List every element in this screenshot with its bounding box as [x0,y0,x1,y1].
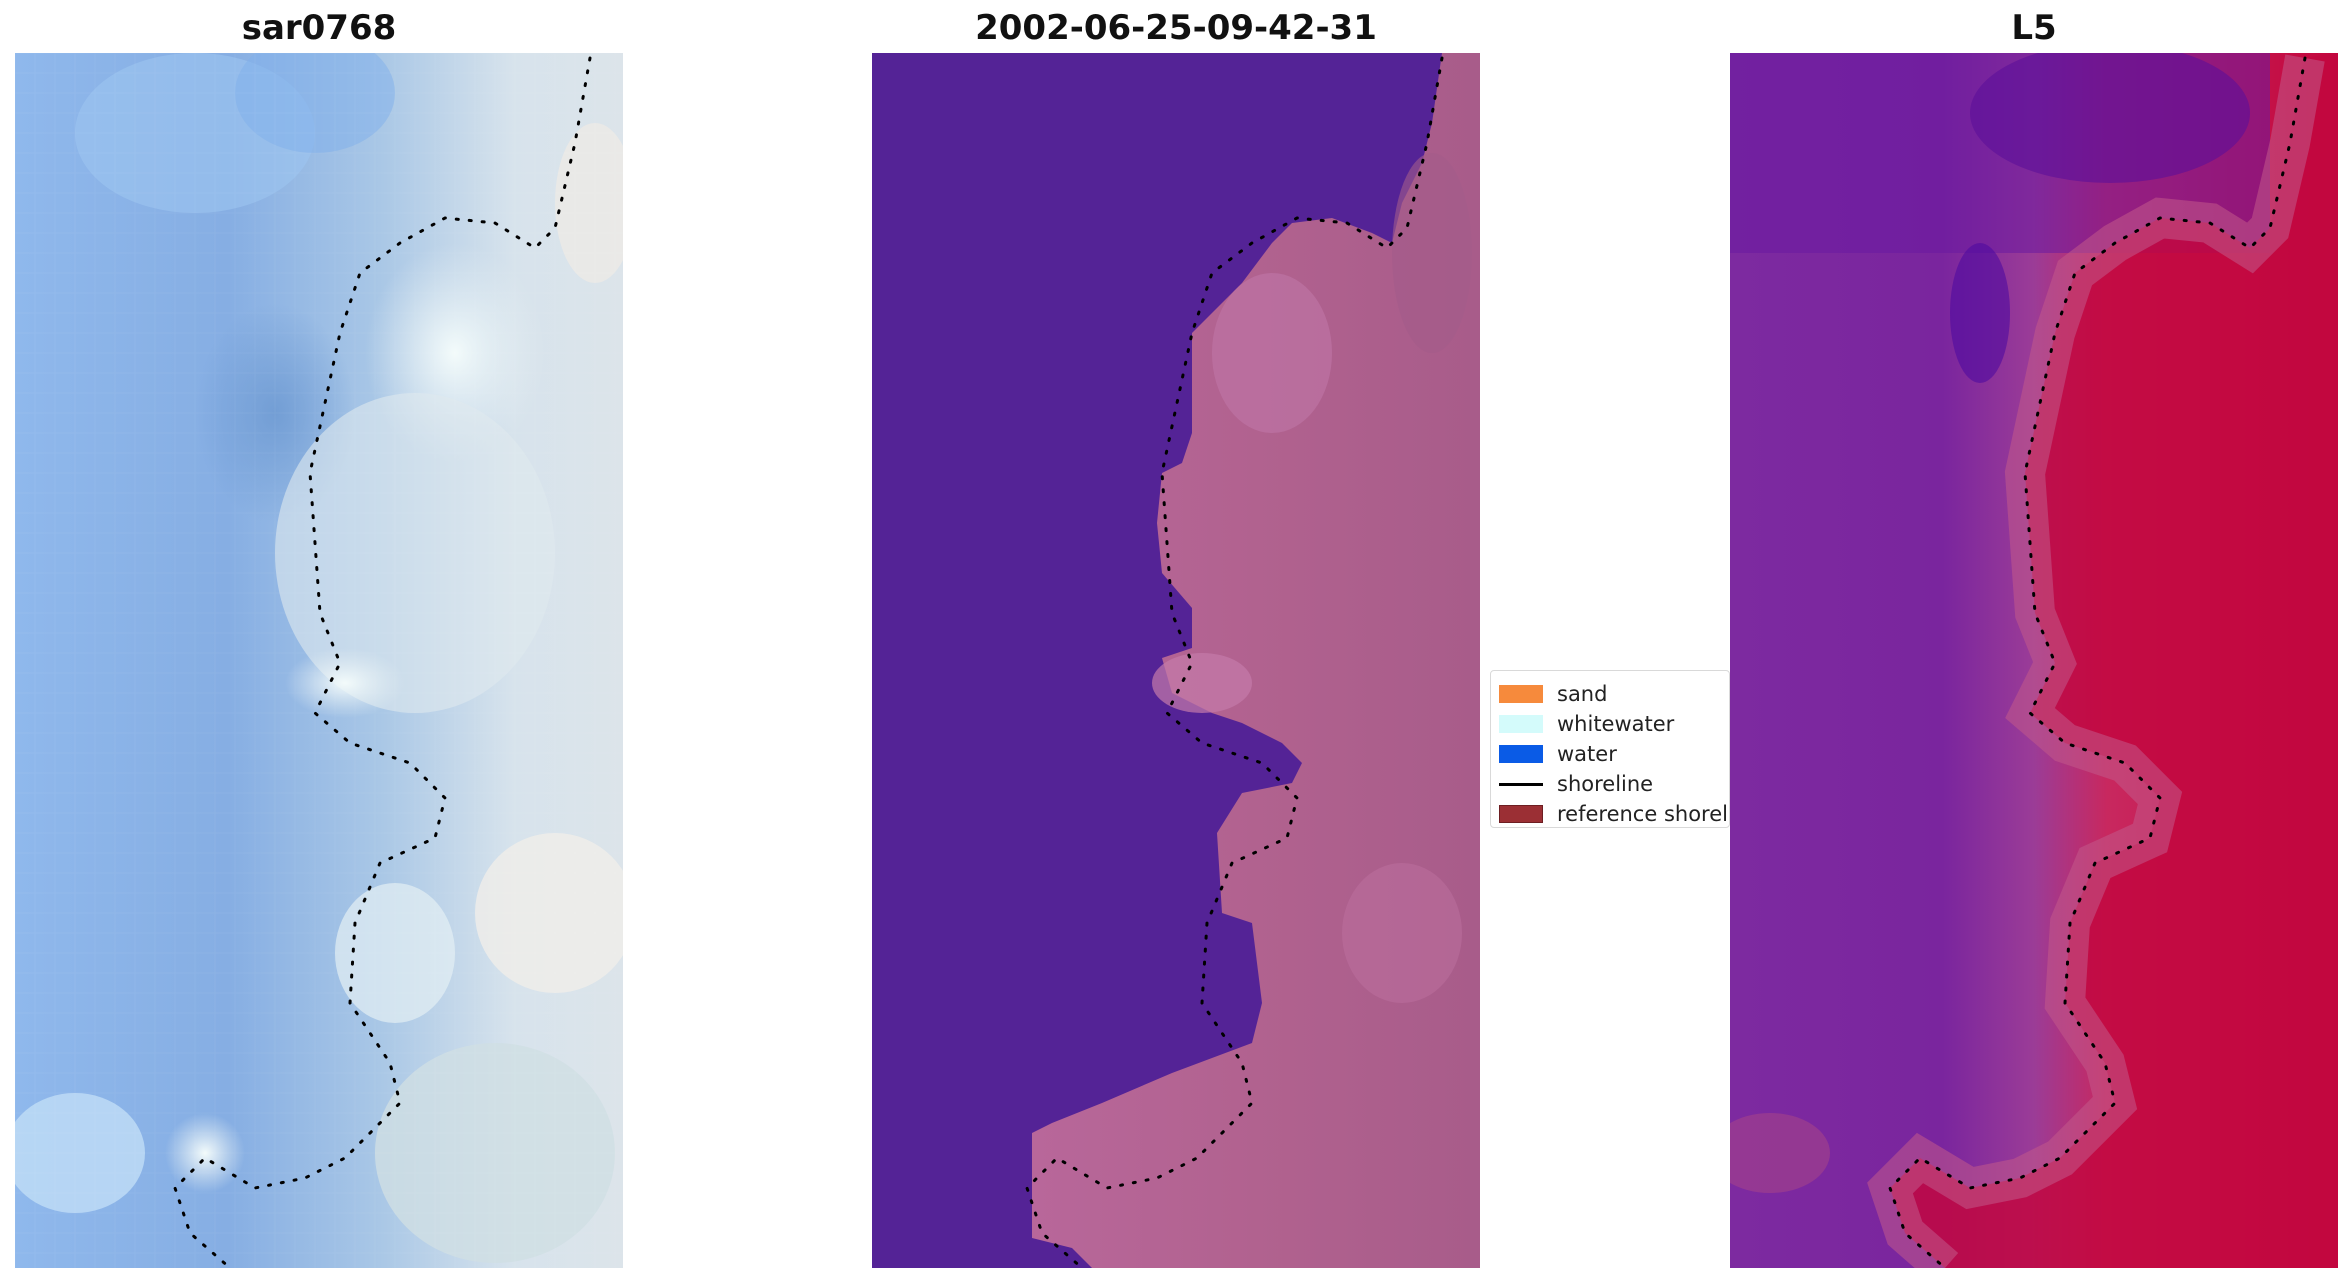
index-image-panel [1730,53,2338,1268]
panel-title-rgb: sar0768 [241,8,397,48]
sand-swatch [1499,685,1543,703]
shoreline-line-icon [1499,782,1543,786]
legend-item-whitewater: whitewater [1491,709,1729,739]
legend-item-sand: sand [1491,679,1729,709]
classified-image-panel [872,53,1480,1268]
legend-label-whitewater: whitewater [1557,712,1675,736]
panel-title-classified: 2002-06-25-09-42-31 [975,8,1377,48]
legend-item-reference-shoreline: reference shoreline [1491,799,1729,827]
rgb-image [15,53,623,1268]
index-image [1730,53,2338,1268]
legend-label-water: water [1557,742,1617,766]
panel-title-index: L5 [2011,8,2057,48]
legend-item-shoreline: shoreline [1491,769,1729,799]
rgb-image-panel [15,53,623,1268]
water-swatch [1499,745,1543,763]
legend: sand whitewater water shoreline referenc… [1490,670,1730,828]
classified-image [872,53,1480,1268]
reference-shoreline-swatch [1499,805,1543,823]
legend-label-shoreline: shoreline [1557,772,1654,796]
legend-label-sand: sand [1557,682,1608,706]
whitewater-swatch [1499,715,1543,733]
legend-label-reference-shoreline: reference shoreline [1557,802,1729,826]
legend-item-water: water [1491,739,1729,769]
